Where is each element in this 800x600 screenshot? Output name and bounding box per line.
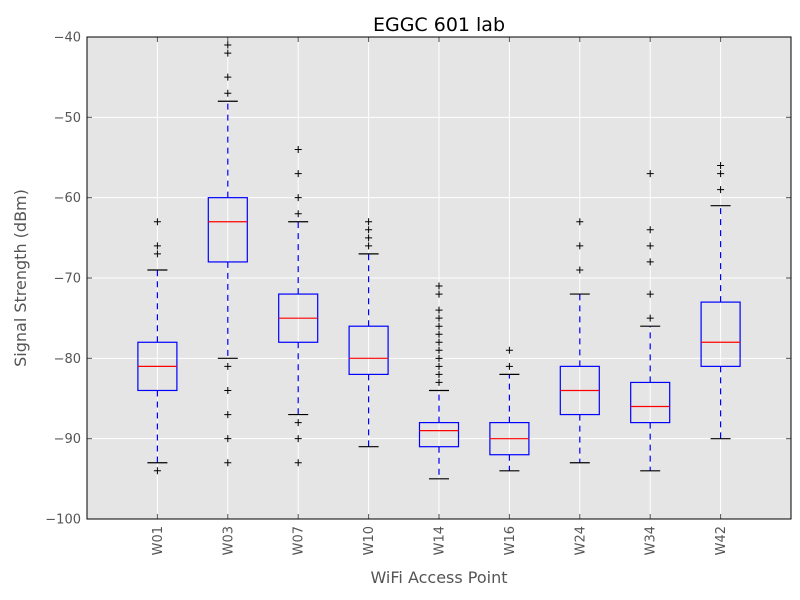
iqr-box [700,301,741,367]
outlier-marker [435,306,443,314]
box-group [207,41,248,467]
boxes [137,41,741,480]
outlier-marker [294,459,302,467]
outlier-marker [294,210,302,218]
y-tick-label: −90 [54,432,81,447]
y-tick-label: −100 [45,513,81,528]
outlier-marker [435,370,443,378]
outlier-marker [365,242,373,250]
outlier-marker [646,226,654,234]
outlier-marker [717,170,725,178]
outlier-marker [365,226,373,234]
outlier-marker [435,314,443,322]
outlier-marker [435,354,443,362]
outlier-marker [717,186,725,194]
outlier-marker [717,162,725,170]
outlier-marker [576,266,584,274]
x-tick-label: W07 [292,526,307,555]
outlier-marker [224,435,232,443]
x-tick-label: W42 [714,526,729,555]
outlier-marker [224,459,232,467]
outlier-marker [153,218,161,226]
outlier-marker [505,346,513,354]
outlier-marker [646,242,654,250]
outlier-marker [435,322,443,330]
iqr-box [348,325,389,376]
x-tick-label: W03 [221,526,236,555]
outlier-marker [646,170,654,178]
outlier-marker [435,330,443,338]
box-group [348,218,389,448]
y-tick-label: −70 [54,272,81,287]
outlier-marker [576,242,584,250]
box-group [630,170,671,472]
outlier-marker [294,435,302,443]
x-axis-label: WiFi Access Point [370,568,507,587]
outlier-marker [224,41,232,49]
outlier-marker [224,73,232,81]
outlier-marker [576,218,584,226]
outlier-marker [365,218,373,226]
outlier-marker [294,419,302,427]
outlier-marker [646,258,654,266]
y-axis-label: Signal Strength (dBm) [11,189,30,367]
iqr-box [207,197,248,263]
x-tick-label: W01 [151,526,166,555]
outlier-marker [294,145,302,153]
outlier-marker [224,49,232,57]
outlier-marker [153,242,161,250]
x-tick-label: W10 [362,526,377,555]
outlier-marker [153,250,161,258]
x-tick-label: W14 [433,526,448,555]
chart-title: EGGC 601 lab [373,14,505,36]
y-tick-label: −60 [54,191,81,206]
outlier-marker [153,467,161,475]
x-tick-label: W16 [503,526,518,555]
outlier-marker [224,89,232,97]
outlier-marker [435,362,443,370]
outlier-marker [294,194,302,202]
iqr-box [630,381,671,424]
labels: EGGC 601 lab WiFi Access Point Signal St… [11,14,508,587]
box-group [418,282,460,480]
outlier-marker [365,234,373,242]
axes: −100 −90 −80 −70 −60 −50 −40 W01 W03 W07 W10 W14 W16… [45,31,792,555]
y-tick-label: −50 [54,111,81,126]
outlier-marker [224,386,232,394]
y-tick-label: −80 [54,352,81,367]
outlier-marker [435,346,443,354]
outlier-marker [505,362,513,370]
outlier-marker [435,282,443,290]
outlier-marker [435,378,443,386]
box-group [700,162,741,440]
x-tick-label: W24 [573,526,588,555]
outlier-marker [294,170,302,178]
outlier-marker [646,314,654,322]
outlier-marker [224,411,232,419]
box-group [559,218,600,464]
outlier-marker [435,290,443,298]
box-group [489,346,530,472]
outlier-marker [646,290,654,298]
outlier-marker [435,338,443,346]
iqr-box [418,422,460,448]
outlier-marker [224,362,232,370]
box-group [137,218,178,475]
plot-frame [86,36,792,520]
box-group [278,145,319,467]
x-tick-label: W34 [644,526,659,555]
y-tick-label: −40 [54,31,81,46]
